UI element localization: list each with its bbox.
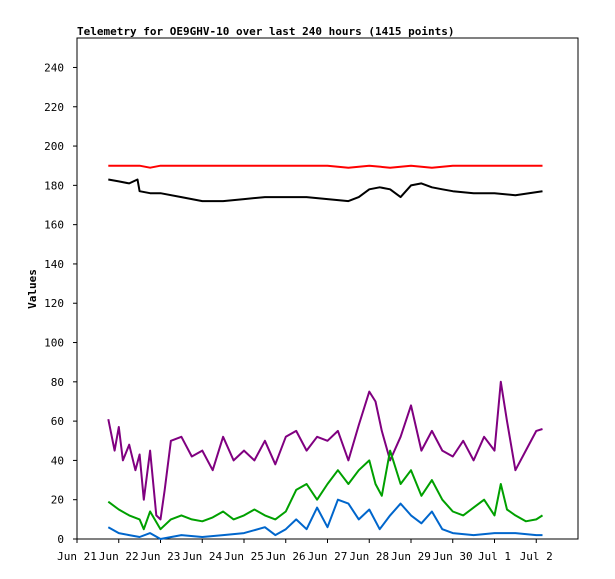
series-line: [107, 380, 543, 521]
series-line: [107, 449, 544, 531]
series-line: [108, 164, 543, 169]
x-tick-label: Jun 25: [224, 550, 264, 563]
y-tick-label: 20: [51, 494, 64, 507]
x-tick-label: Jul 1: [478, 550, 511, 563]
x-tick-label: Jun 24: [182, 550, 222, 563]
y-tick-label: 180: [44, 179, 64, 192]
x-tick-label: Jun 27: [308, 550, 348, 563]
series-layer: [107, 164, 544, 540]
y-tick-label: 40: [51, 454, 64, 467]
y-tick-label: 60: [51, 415, 64, 428]
y-tick-label: 200: [44, 140, 64, 153]
y-tick-label: 120: [44, 297, 64, 310]
y-tick-label: 160: [44, 219, 64, 232]
series-line: [107, 498, 543, 540]
x-tick-label: Jun 23: [141, 550, 181, 563]
y-tick-label: 80: [51, 376, 64, 389]
y-axis-label: Values: [26, 269, 39, 309]
x-tick-label: Jun 29: [391, 550, 431, 563]
x-tick-label: Jun 28: [349, 550, 389, 563]
x-tick-label: Jun 26: [266, 550, 306, 563]
chart-title: Telemetry for OE9GHV-10 over last 240 ho…: [77, 25, 455, 38]
x-axis: Jun 21 Jun 22 Jun 23 Jun 24 Jun 25 Jun 26 Jun …: [57, 539, 553, 563]
x-tick-label: Jun 22: [99, 550, 139, 563]
y-tick-label: 100: [44, 337, 64, 350]
x-tick-label: Jun 30: [433, 550, 473, 563]
y-tick-label: 0: [57, 533, 64, 546]
y-tick-label: 220: [44, 101, 64, 114]
series-line: [108, 178, 543, 203]
y-tick-label: 240: [44, 61, 64, 74]
x-tick-label: Jul 2: [520, 550, 553, 563]
y-tick-label: 140: [44, 258, 64, 271]
x-tick-label: Jun 21: [57, 550, 97, 563]
y-axis: 0 20 40 60 80 100 120 140 160 180 200 220 240: [44, 61, 77, 546]
